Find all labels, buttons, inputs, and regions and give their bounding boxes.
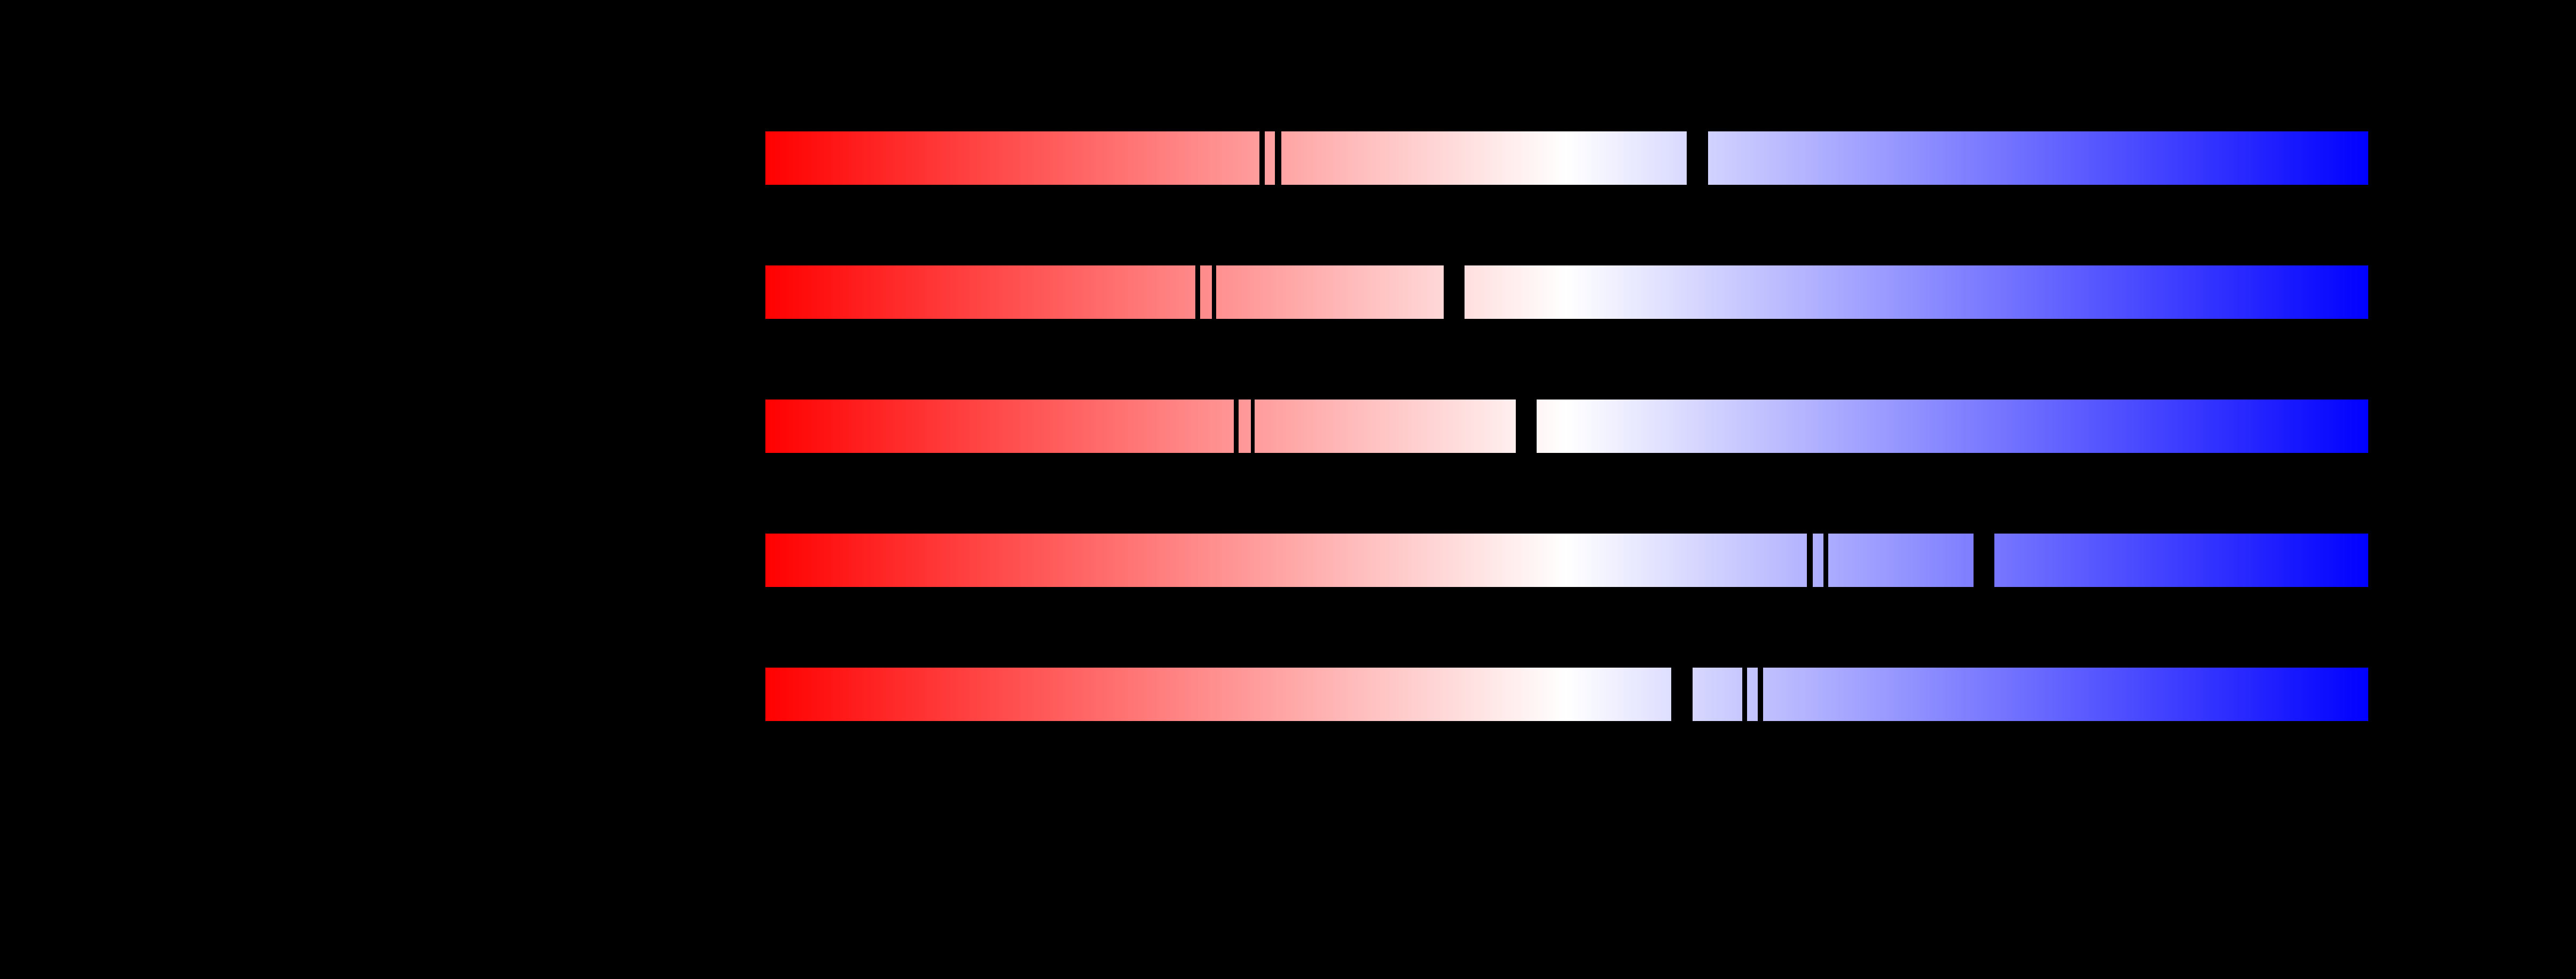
thin-tick-mark-row-2 xyxy=(1212,265,1216,319)
thin-tick-mark-row-2 xyxy=(1195,265,1200,319)
gradient-bar-row-3 xyxy=(765,400,2368,453)
wide-gap-mark-row-5 xyxy=(1671,668,1693,721)
thin-tick-mark-row-4 xyxy=(1823,534,1828,587)
wide-gap-mark-row-4 xyxy=(1974,534,1994,587)
thin-tick-mark-row-3 xyxy=(1234,400,1239,453)
thin-tick-mark-row-1 xyxy=(1275,131,1281,185)
thin-tick-mark-row-1 xyxy=(1259,131,1265,185)
gradient-bar-row-2 xyxy=(765,265,2368,319)
thin-tick-mark-row-4 xyxy=(1807,534,1813,587)
thin-tick-mark-row-5 xyxy=(1742,668,1747,721)
gradient-bar-row-1 xyxy=(765,131,2368,185)
wide-gap-mark-row-1 xyxy=(1687,131,1708,185)
gradient-bar-row-4 xyxy=(765,534,2368,587)
gradient-bar-row-5 xyxy=(765,668,2368,721)
wide-gap-mark-row-3 xyxy=(1516,400,1537,453)
thin-tick-mark-row-3 xyxy=(1251,400,1255,453)
thin-tick-mark-row-5 xyxy=(1758,668,1763,721)
wide-gap-mark-row-2 xyxy=(1444,265,1465,319)
